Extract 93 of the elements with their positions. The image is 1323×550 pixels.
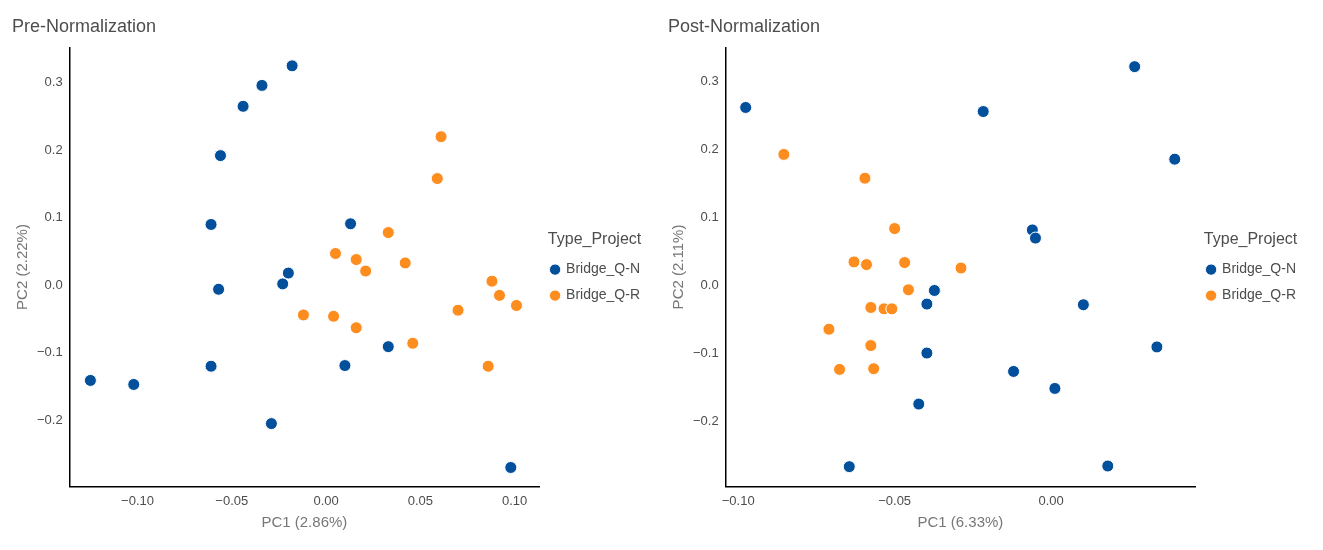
point	[481, 359, 495, 373]
point	[954, 261, 968, 275]
point	[381, 340, 395, 354]
point	[213, 149, 227, 163]
point	[833, 362, 847, 376]
y-tick-label: −0.2	[692, 413, 719, 429]
point	[898, 256, 912, 270]
y-tick-label: 0.0	[44, 276, 63, 292]
y-tick-label: 0.3	[44, 74, 63, 90]
point	[1048, 381, 1062, 395]
point	[430, 172, 444, 186]
legend-label: Bridge_Q-N	[566, 260, 640, 277]
point	[1076, 298, 1090, 312]
point	[236, 99, 250, 113]
point	[1150, 340, 1164, 354]
point	[359, 264, 373, 278]
point	[264, 417, 278, 431]
point	[509, 298, 523, 312]
legend-label: Bridge_Q-N	[1222, 260, 1296, 277]
y-tick-label: −0.1	[692, 345, 719, 361]
y-tick-label: 0.1	[700, 209, 719, 225]
y-tick-label: −0.1	[36, 344, 63, 360]
point	[859, 258, 873, 272]
point	[485, 274, 499, 288]
legend-label: Bridge_Q-R	[1222, 286, 1296, 303]
y-tick-label: 0.2	[700, 141, 719, 157]
point	[349, 253, 363, 267]
x-tick-label: 0.00	[1038, 492, 1064, 508]
point	[1101, 459, 1115, 473]
point	[842, 460, 856, 474]
point	[920, 346, 934, 360]
point	[867, 362, 881, 376]
legend-label: Bridge_Q-R	[566, 286, 640, 303]
point	[255, 78, 269, 92]
y-tick-label: 0.1	[44, 209, 63, 225]
point	[296, 308, 310, 322]
x-tick-label: −0.10	[121, 492, 154, 508]
point	[885, 302, 899, 316]
point	[212, 282, 226, 296]
x-tick-label: 0.05	[407, 492, 433, 508]
legend-title: Type_Project	[1203, 229, 1298, 248]
point	[888, 222, 902, 236]
point	[276, 277, 290, 291]
chart-title: Pre-Normalization	[12, 15, 157, 36]
point	[858, 171, 872, 185]
x-tick-label: −0.05	[215, 492, 249, 508]
point	[777, 147, 791, 161]
y-tick-label: −0.2	[36, 411, 63, 427]
point	[338, 359, 352, 373]
y-tick-label: 0.2	[44, 141, 63, 157]
y-tick-label: 0.0	[700, 277, 719, 293]
point	[328, 247, 342, 260]
point	[204, 359, 218, 373]
point	[927, 283, 941, 297]
point	[127, 377, 141, 391]
x-axis-title: PC1 (2.86%)	[261, 513, 348, 531]
point	[285, 59, 299, 73]
point	[504, 461, 518, 474]
point	[912, 397, 926, 411]
x-tick-label: 0.10	[501, 492, 528, 508]
point	[901, 283, 915, 297]
point	[406, 336, 420, 350]
point	[1168, 152, 1182, 166]
y-axis-title: PC2 (2.22%)	[13, 224, 31, 310]
point	[281, 266, 295, 280]
point	[1128, 60, 1142, 74]
y-tick-label: 0.3	[700, 73, 719, 89]
x-axis-title: PC1 (6.33%)	[917, 513, 1004, 531]
x-tick-label: −0.10	[721, 492, 755, 508]
y-axis-title: PC2 (2.11%)	[669, 224, 687, 310]
chart-title: Post-Normalization	[668, 15, 821, 36]
point	[976, 105, 990, 119]
point	[864, 300, 878, 314]
point	[83, 373, 97, 387]
point	[822, 322, 836, 336]
x-tick-label: 0.00	[313, 492, 339, 508]
point	[434, 130, 448, 144]
point	[864, 339, 878, 353]
point	[1028, 231, 1042, 245]
point	[398, 256, 412, 270]
point	[327, 309, 341, 323]
point	[920, 297, 934, 311]
point	[451, 303, 465, 317]
point	[847, 255, 861, 269]
point	[381, 226, 395, 240]
x-tick-label: −0.05	[878, 492, 912, 508]
legend-title: Type_Project	[547, 229, 642, 248]
point	[739, 100, 753, 114]
point	[204, 217, 218, 231]
point	[492, 288, 506, 302]
point	[349, 321, 363, 335]
point	[344, 217, 358, 231]
point	[1007, 364, 1021, 378]
